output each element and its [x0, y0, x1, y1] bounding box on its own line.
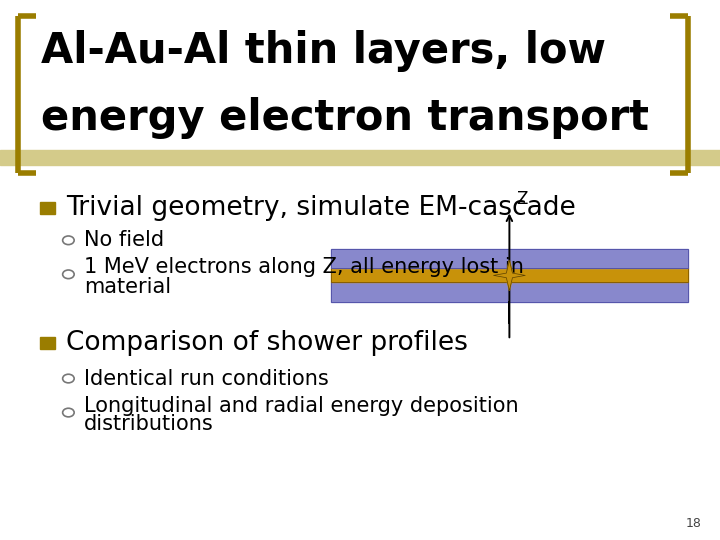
Text: energy electron transport: energy electron transport: [41, 97, 649, 139]
Text: 18: 18: [686, 517, 702, 530]
Text: Longitudinal and radial energy deposition: Longitudinal and radial energy depositio…: [84, 395, 519, 416]
Bar: [331, 268, 688, 282]
Text: distributions: distributions: [84, 414, 214, 435]
Bar: [331, 282, 688, 302]
Text: 1 MeV electrons along Z, all energy lost in: 1 MeV electrons along Z, all energy lost…: [84, 257, 524, 278]
Bar: [331, 249, 688, 268]
Bar: [40, 202, 55, 214]
Text: Identical run conditions: Identical run conditions: [84, 368, 329, 389]
Text: Trivial geometry, simulate EM-cascade: Trivial geometry, simulate EM-cascade: [66, 195, 576, 221]
Text: Al-Au-Al thin layers, low: Al-Au-Al thin layers, low: [41, 30, 606, 72]
Bar: [331, 249, 688, 268]
Polygon shape: [494, 260, 526, 291]
Text: Z: Z: [517, 190, 528, 208]
Bar: [331, 282, 688, 302]
Bar: [331, 268, 688, 282]
Bar: [40, 337, 55, 349]
Bar: [0, 150, 720, 165]
Text: Comparison of shower profiles: Comparison of shower profiles: [66, 330, 468, 356]
Text: material: material: [84, 276, 171, 297]
Text: No field: No field: [84, 230, 164, 251]
